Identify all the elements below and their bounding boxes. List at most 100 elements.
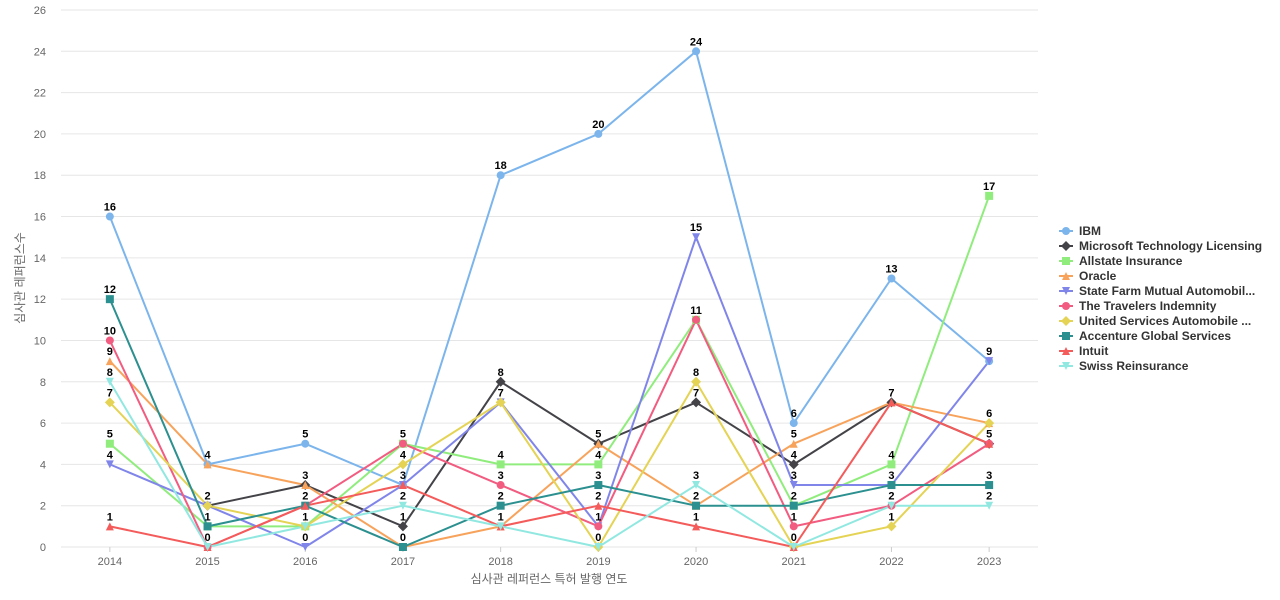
data-label: 1 xyxy=(204,511,210,523)
data-label: 3 xyxy=(302,470,308,482)
data-point xyxy=(594,439,603,448)
legend-label: United Services Automobile ... xyxy=(1079,314,1251,328)
data-label: 20 xyxy=(592,119,604,131)
y-tick-label: 14 xyxy=(34,253,46,265)
legend-symbol xyxy=(1062,332,1070,340)
data-label: 7 xyxy=(693,387,699,399)
data-point xyxy=(692,233,701,242)
y-tick-label: 26 xyxy=(34,5,46,17)
y-tick-label: 0 xyxy=(40,542,46,554)
data-labels: 1612109875414210532105432101887432120543… xyxy=(104,36,996,544)
data-label: 5 xyxy=(400,429,406,441)
data-label: 0 xyxy=(302,532,308,544)
data-label: 5 xyxy=(107,429,113,441)
legend-label: Microsoft Technology Licensing xyxy=(1079,239,1262,253)
data-label: 1 xyxy=(693,511,699,523)
data-point xyxy=(984,418,995,429)
data-label: 7 xyxy=(498,387,504,399)
data-point xyxy=(788,459,799,470)
y-tick-label: 10 xyxy=(34,335,46,347)
y-tick-label: 18 xyxy=(34,170,46,182)
data-point xyxy=(398,439,407,448)
data-label: 4 xyxy=(595,449,602,461)
data-point xyxy=(594,543,603,551)
data-point xyxy=(594,460,603,469)
legend-label: Accenture Global Services xyxy=(1079,329,1231,343)
data-point xyxy=(105,377,114,386)
data-point xyxy=(692,315,701,324)
data-point xyxy=(496,481,505,490)
legend-item: United Services Automobile ... xyxy=(1059,314,1251,328)
legend-item: The Travelers Indemnity xyxy=(1059,299,1217,313)
data-point xyxy=(594,522,603,531)
data-label: 3 xyxy=(791,470,797,482)
data-point xyxy=(789,481,798,490)
data-point xyxy=(301,522,310,531)
gridlines xyxy=(61,9,1038,548)
x-tick-label: 2018 xyxy=(488,556,512,568)
x-tick-label: 2022 xyxy=(879,556,903,568)
data-label: 8 xyxy=(498,367,504,379)
legend-label: Oracle xyxy=(1079,269,1117,283)
data-point xyxy=(789,439,798,448)
data-label: 3 xyxy=(400,470,406,482)
data-point xyxy=(496,501,505,510)
series-line xyxy=(108,298,991,548)
y-tick-label: 6 xyxy=(40,418,46,430)
legend-item: IBM xyxy=(1059,224,1101,238)
data-point xyxy=(301,501,310,510)
data-point xyxy=(105,212,114,221)
data-point xyxy=(594,129,603,138)
data-label: 9 xyxy=(107,346,113,358)
data-point xyxy=(692,501,701,510)
data-point xyxy=(496,460,505,469)
data-label: 12 xyxy=(104,284,116,296)
data-point xyxy=(887,274,896,283)
data-point xyxy=(789,543,798,551)
data-point xyxy=(301,543,310,551)
legend-item: Accenture Global Services xyxy=(1059,329,1231,343)
legend-item: Swiss Reinsurance xyxy=(1059,359,1189,373)
data-point xyxy=(105,522,114,531)
data-label: 6 xyxy=(791,408,797,420)
data-label: 0 xyxy=(400,532,406,544)
data-label: 5 xyxy=(302,429,308,441)
data-label: 1 xyxy=(888,511,894,523)
data-label: 2 xyxy=(400,491,406,503)
data-label: 4 xyxy=(204,449,211,461)
data-label: 3 xyxy=(595,470,601,482)
legend-label: State Farm Mutual Automobil... xyxy=(1079,284,1255,298)
data-label: 0 xyxy=(595,532,601,544)
data-point xyxy=(887,398,896,407)
data-point xyxy=(985,357,994,366)
series-lines xyxy=(108,50,991,548)
data-label: 24 xyxy=(690,36,703,48)
data-label: 6 xyxy=(986,408,992,420)
data-label: 9 xyxy=(986,346,992,358)
x-axis-ticks: 2014 2015 2016 2017 2018 2019 2020 2021 2022 2023 xyxy=(98,547,1001,568)
data-point xyxy=(594,501,603,510)
data-point xyxy=(692,522,701,531)
series-line xyxy=(108,380,991,548)
data-label: 3 xyxy=(888,470,894,482)
x-tick-label: 2019 xyxy=(586,556,610,568)
legend-item: Oracle xyxy=(1059,269,1117,283)
data-point xyxy=(691,376,702,387)
data-label: 4 xyxy=(400,449,407,461)
data-label: 4 xyxy=(791,449,798,461)
data-point xyxy=(105,460,114,469)
data-label: 1 xyxy=(400,511,406,523)
legend-item: Allstate Insurance xyxy=(1059,254,1183,268)
series-markers xyxy=(104,47,995,552)
data-point xyxy=(594,481,603,490)
y-tick-label: 8 xyxy=(40,377,46,389)
data-label: 2 xyxy=(595,491,601,503)
y-tick-label: 20 xyxy=(34,129,46,141)
data-label: 18 xyxy=(495,160,507,172)
data-point xyxy=(886,521,897,532)
data-label: 8 xyxy=(107,367,113,379)
x-tick-label: 2021 xyxy=(782,556,806,568)
data-point xyxy=(985,439,994,448)
data-label: 10 xyxy=(104,325,116,337)
